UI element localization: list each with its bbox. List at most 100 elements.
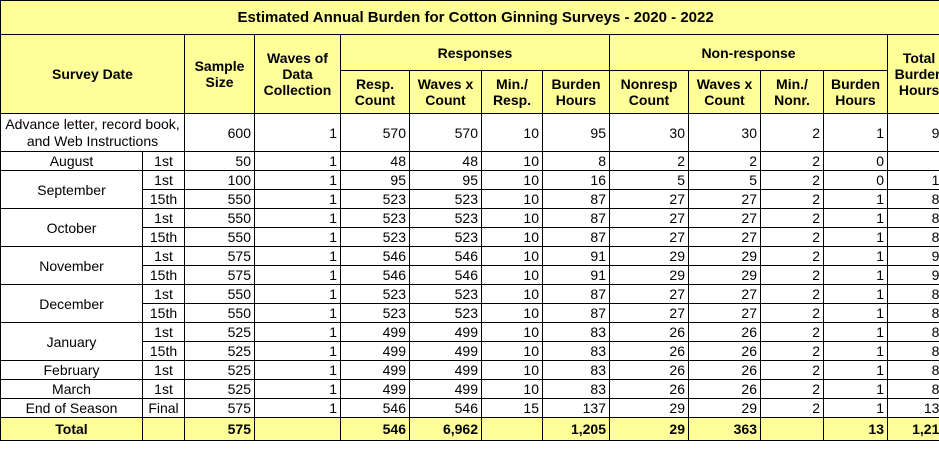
cell: 50 [184, 151, 255, 171]
header: Min./ Resp. [481, 70, 543, 114]
cell: 2 [760, 322, 824, 342]
burden-table: Estimated Annual Burden for Cotton Ginni… [0, 0, 939, 441]
cell: 2 [760, 113, 824, 152]
header: Burden Hours [823, 70, 888, 114]
header: Min./ Nonr. [760, 70, 824, 114]
survey-date: November [0, 246, 143, 285]
cell: 2 [760, 227, 824, 247]
cell: 1 [254, 360, 341, 380]
cell: 546 [409, 246, 482, 266]
cell: 26 [609, 341, 689, 361]
cell: 570 [409, 113, 482, 152]
cell: 29 [609, 246, 689, 266]
total-cell: 363 [688, 417, 761, 441]
total-cell: 29 [609, 417, 689, 441]
cell: 10 [481, 227, 543, 247]
period: 15th [142, 265, 185, 285]
cell: 1 [823, 284, 888, 304]
cell: 1 [254, 246, 341, 266]
table-row: January1st5251499499108326262184 [0, 322, 939, 361]
cell: 84 [886, 322, 939, 342]
cell: 27 [688, 284, 761, 304]
cell: 10 [481, 322, 543, 342]
cell: 2 [609, 151, 689, 171]
total-cell: 13 [823, 417, 888, 441]
cell: 87 [542, 189, 610, 209]
cell: 88 [886, 189, 939, 209]
cell: 1 [823, 227, 888, 247]
cell: 27 [688, 227, 761, 247]
cell: 27 [688, 189, 761, 209]
header: Sample Size [184, 34, 255, 114]
cell: 87 [542, 208, 610, 228]
cell: 523 [409, 227, 482, 247]
cell: 523 [340, 189, 410, 209]
period: 1st [142, 208, 185, 228]
cell: 2 [760, 246, 824, 266]
cell: 1 [254, 379, 341, 399]
cell: 546 [340, 265, 410, 285]
cell: 523 [340, 284, 410, 304]
cell: 87 [542, 227, 610, 247]
table-row: February1st5251499499108326262184 [0, 360, 939, 380]
cell: 523 [340, 227, 410, 247]
header: Waves of Data Collection [254, 34, 341, 114]
cell: 138 [886, 398, 939, 418]
total-cell: 575 [184, 417, 255, 441]
cell: 26 [688, 341, 761, 361]
cell: 48 [409, 151, 482, 171]
cell: 27 [609, 303, 689, 323]
table-title: Estimated Annual Burden for Cotton Ginni… [0, 0, 939, 35]
cell: 2 [688, 151, 761, 171]
cell: 83 [542, 341, 610, 361]
cell: 2 [760, 379, 824, 399]
cell: 87 [542, 284, 610, 304]
cell: 499 [409, 360, 482, 380]
cell: 29 [688, 246, 761, 266]
table-row: 15th5501523523108727272188 [1, 227, 939, 247]
cell: 84 [886, 379, 939, 399]
cell: 16 [542, 170, 610, 190]
cell: 499 [340, 322, 410, 342]
cell: 27 [609, 208, 689, 228]
cell: 27 [688, 208, 761, 228]
cell: 10 [481, 189, 543, 209]
cell: 84 [886, 341, 939, 361]
row-label: Advance letter, record book, and Web Ins… [0, 113, 185, 152]
cell: 137 [542, 398, 610, 418]
period: 15th [142, 341, 185, 361]
header: Waves x Count [409, 70, 482, 114]
cell: 575 [184, 246, 255, 266]
period: 15th [142, 227, 185, 247]
cell: 575 [184, 265, 255, 285]
cell: 95 [409, 170, 482, 190]
cell: 523 [409, 208, 482, 228]
cell: 2 [760, 341, 824, 361]
total-cell: 6,962 [409, 417, 482, 441]
table-row: December1st5501523523108727272188 [0, 284, 939, 323]
cell: 8 [886, 151, 939, 171]
cell: 10 [481, 341, 543, 361]
cell: 100 [184, 170, 255, 190]
cell: 91 [542, 265, 610, 285]
cell: 499 [340, 360, 410, 380]
cell: 29 [688, 265, 761, 285]
cell: 525 [184, 341, 255, 361]
cell: 30 [609, 113, 689, 152]
cell: 525 [184, 360, 255, 380]
header: Nonresp Count [609, 70, 689, 114]
cell: 1 [254, 170, 341, 190]
cell: 10 [481, 265, 543, 285]
total-cell [254, 417, 341, 441]
cell: 546 [340, 398, 410, 418]
total-cell [760, 417, 824, 441]
cell: 88 [886, 208, 939, 228]
cell: 1 [254, 398, 341, 418]
cell: 2 [760, 208, 824, 228]
cell: 8 [542, 151, 610, 171]
table-row: End of Season Final 575 1 546 546 15 137 29 29 2 1 1… [0, 398, 939, 418]
survey-date: End of Season [0, 398, 143, 418]
cell: 26 [688, 379, 761, 399]
header-group: Responses [340, 34, 610, 71]
